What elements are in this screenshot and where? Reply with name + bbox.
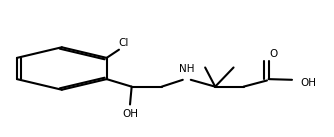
Text: OH: OH <box>122 109 138 119</box>
Text: NH: NH <box>179 64 194 74</box>
Text: Cl: Cl <box>118 38 129 48</box>
Text: O: O <box>270 49 278 59</box>
Text: OH: OH <box>300 78 316 88</box>
